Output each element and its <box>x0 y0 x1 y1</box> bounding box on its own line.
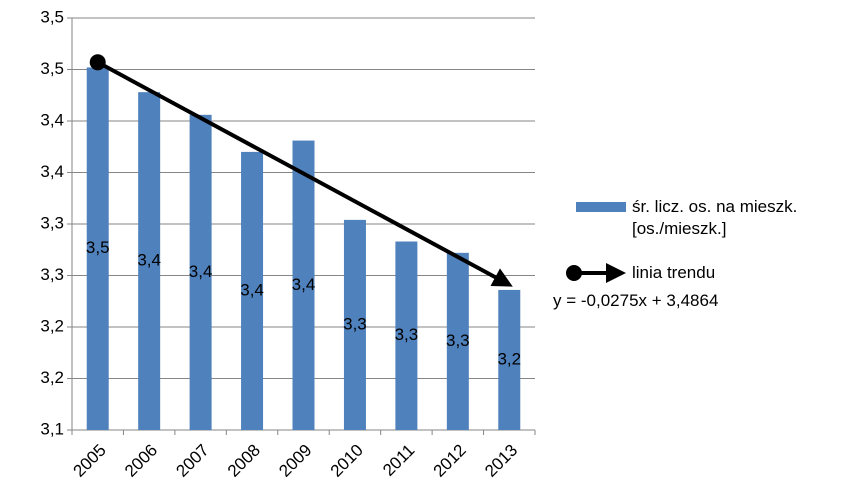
y-tick-label: 3,2 <box>40 316 64 335</box>
y-tick-label: 3,5 <box>40 7 64 26</box>
data-label: 3,5 <box>86 238 110 257</box>
bar <box>446 252 469 430</box>
x-tick-label: 2012 <box>430 441 470 481</box>
y-tick-label: 3,4 <box>40 110 64 129</box>
bar <box>189 114 212 430</box>
data-label: 3,4 <box>137 251 161 270</box>
y-tick-label: 3,4 <box>40 162 64 181</box>
bar <box>86 67 109 430</box>
data-label: 3,4 <box>189 262 213 281</box>
bar <box>395 241 418 430</box>
bar <box>292 140 315 430</box>
data-label: 3,3 <box>343 314 367 333</box>
legend-label: śr. licz. os. na mieszk. [os./mieszk.] <box>632 197 798 238</box>
bar <box>241 151 264 430</box>
x-tick-label: 2007 <box>172 441 212 481</box>
x-tick-label: 2011 <box>379 441 418 480</box>
x-tick-label: 2009 <box>275 441 315 481</box>
bar <box>343 219 366 430</box>
bar <box>498 289 521 430</box>
y-tick-label: 3,1 <box>40 419 64 438</box>
data-label: 3,2 <box>497 349 521 368</box>
data-label: 3,3 <box>395 325 419 344</box>
x-tick-label: 2013 <box>481 441 521 481</box>
y-tick-label: 3,3 <box>40 213 64 232</box>
y-tick-label: 3,2 <box>40 368 64 387</box>
trend-line <box>96 60 513 287</box>
legend-label: linia trendu <box>632 263 716 282</box>
trend-start <box>89 54 106 71</box>
x-tick-label: 2006 <box>121 441 161 481</box>
bar <box>138 92 161 430</box>
data-label: 3,4 <box>240 280 264 299</box>
y-tick-label: 3,5 <box>40 59 64 78</box>
x-tick-label: 2008 <box>224 441 264 481</box>
y-tick-label: 3,3 <box>40 265 64 284</box>
trend-equation: y = -0,0275x + 3,4864 <box>553 291 719 310</box>
x-tick-label: 2010 <box>327 441 367 481</box>
legend-swatch <box>576 202 626 212</box>
data-label: 3,4 <box>292 275 316 294</box>
data-label: 3,3 <box>446 331 470 350</box>
x-tick-label: 2005 <box>70 441 110 481</box>
